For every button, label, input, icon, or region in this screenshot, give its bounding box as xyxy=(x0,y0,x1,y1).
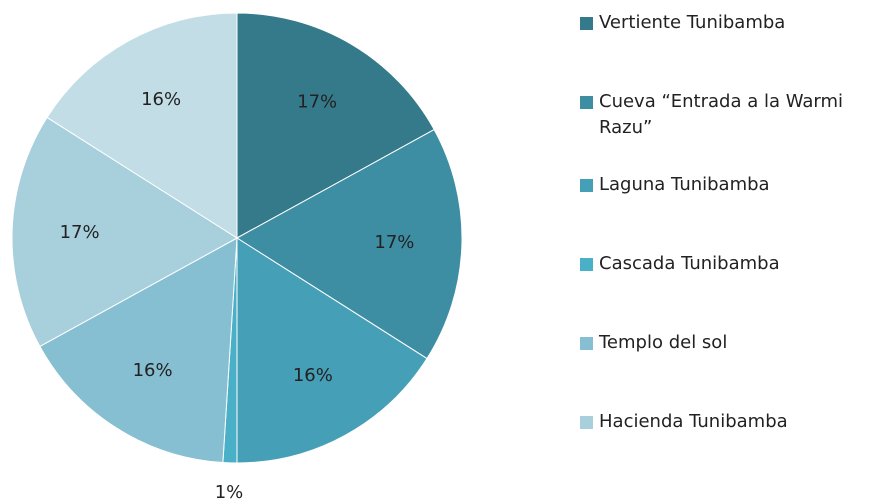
legend-swatch xyxy=(580,179,593,192)
pie-slice xyxy=(11,116,238,348)
pie-slice xyxy=(236,12,435,239)
legend-item: Laguna Tunibamba xyxy=(580,172,880,198)
legend-label: Cueva “Entrada a la Warmi Razu” xyxy=(599,91,844,138)
value-label: 16% xyxy=(293,365,333,386)
legend-label: Laguna Tunibamba xyxy=(599,174,770,195)
pie-slice xyxy=(236,237,428,464)
legend-label: Templo del sol xyxy=(599,332,728,353)
legend-item: Cueva “Entrada a la Warmi Razu” xyxy=(580,89,880,141)
legend-item: Vertiente Tunibamba xyxy=(580,10,880,36)
value-label: 17% xyxy=(60,222,100,243)
value-label: 16% xyxy=(141,89,181,110)
value-label: 17% xyxy=(374,232,414,253)
legend-label: Hacienda Tunibamba xyxy=(599,411,788,432)
legend-item: Templo del sol xyxy=(580,330,880,356)
legend-swatch xyxy=(580,337,593,350)
legend-swatch xyxy=(580,258,593,271)
legend-item: Cascada Tunibamba xyxy=(580,251,880,277)
pie-slice xyxy=(46,12,238,239)
value-label: 16% xyxy=(133,360,173,381)
legend-swatch xyxy=(580,416,593,429)
legend-label: Vertiente Tunibamba xyxy=(599,12,786,33)
legend-swatch xyxy=(580,17,593,30)
legend-label: Cascada Tunibamba xyxy=(599,253,780,274)
value-label: 17% xyxy=(297,91,337,112)
legend-item: Hacienda Tunibamba xyxy=(580,409,880,435)
pie-slice xyxy=(39,237,238,464)
pie-slice xyxy=(236,128,463,360)
legend-swatch xyxy=(580,96,593,109)
value-label: 1% xyxy=(215,482,244,499)
